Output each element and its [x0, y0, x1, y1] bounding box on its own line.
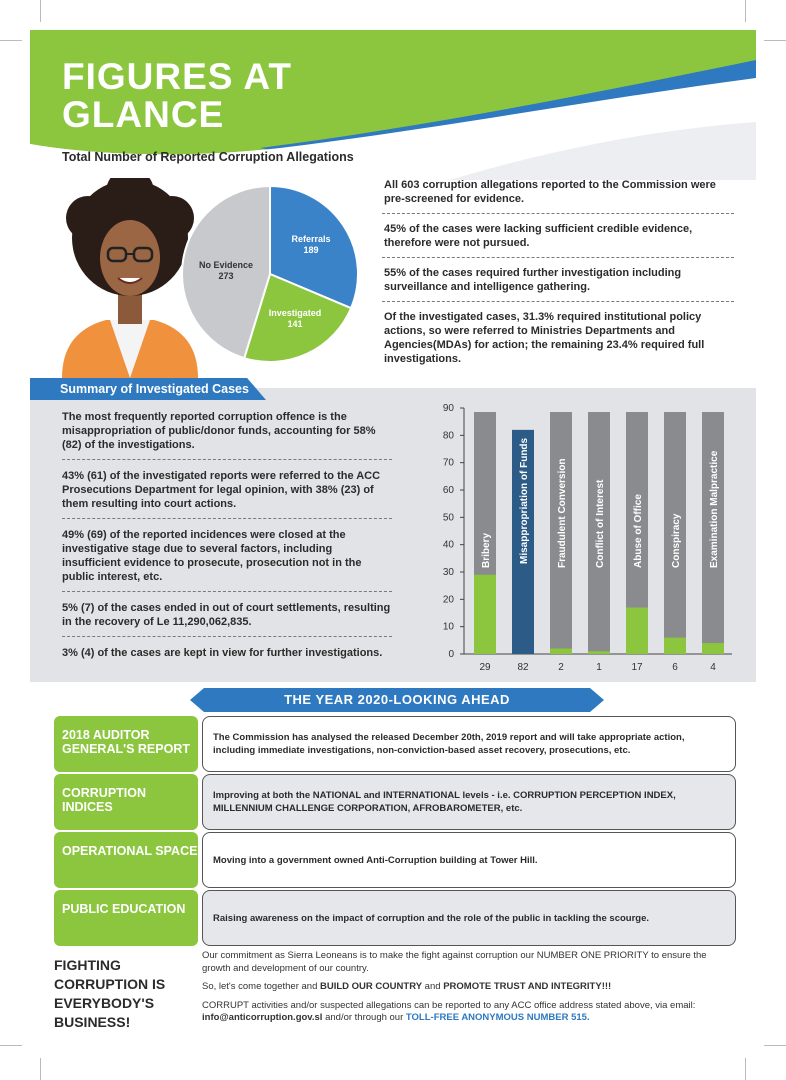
looking-ahead-title: THE YEAR 2020-LOOKING AHEAD — [284, 692, 510, 707]
ahead-row-text: Moving into a government owned Anti-Corr… — [202, 832, 736, 888]
footer-text: Our commitment as Sierra Leoneans is to … — [202, 950, 732, 1031]
value-label: 4 — [710, 662, 716, 673]
fact-item: Of the investigated cases, 31.3% require… — [384, 311, 705, 365]
ahead-row-text: The Commission has analysed the released… — [202, 716, 736, 772]
bar — [550, 648, 572, 654]
y-tick-label: 40 — [443, 540, 455, 551]
y-tick-label: 60 — [443, 485, 455, 496]
summary-section-title: Summary of Investigated Cases — [30, 378, 266, 400]
value-label: 17 — [631, 662, 643, 673]
bar-background — [664, 412, 686, 654]
ahead-row: CORRUPTION INDICES Improving at both the… — [54, 774, 736, 830]
bar-background — [702, 412, 724, 654]
fact-item: 55% of the cases required further invest… — [382, 266, 734, 302]
report-email-link[interactable]: info@anticorruption.gov.sl — [202, 1012, 323, 1023]
ahead-row-label: PUBLIC EDUCATION — [54, 890, 198, 946]
category-label: Conspiracy — [671, 513, 682, 568]
slogan: FIGHTING CORRUPTION IS EVERYBODY'S BUSIN… — [54, 957, 166, 1030]
allegation-facts: All 603 corruption allegations reported … — [382, 178, 734, 381]
value-label: 1 — [596, 662, 602, 673]
bar-background — [550, 412, 572, 654]
allegations-pie-chart: Referrals 189 Investigated 141 No Evidence… — [178, 182, 362, 366]
bar — [702, 643, 724, 654]
footer-reporting-info: CORRUPT activities and/or suspected alle… — [202, 999, 696, 1024]
y-tick-label: 30 — [443, 567, 455, 578]
ahead-row-label: 2018 AUDITOR GENERAL'S REPORT — [54, 716, 198, 772]
ahead-row: OPERATIONAL SPACE Moving into a governme… — [54, 832, 736, 888]
toll-free-number: TOLL-FREE ANONYMOUS NUMBER 515. — [405, 1012, 590, 1023]
summary-item: The most frequently reported corruption … — [62, 410, 392, 460]
ahead-row-label: OPERATIONAL SPACE — [54, 832, 198, 888]
y-tick-label: 90 — [443, 403, 455, 414]
pie-slice-no-evidence — [181, 184, 271, 360]
pie-slice-investigated — [243, 272, 353, 363]
category-label: Bribery — [481, 533, 492, 568]
y-tick-label: 80 — [443, 430, 455, 441]
summary-item: 5% (7) of the cases ended in out of cour… — [62, 601, 392, 637]
value-label: 29 — [479, 662, 491, 673]
bar — [664, 637, 686, 654]
pie-section-label: Total Number of Reported Corruption Alle… — [62, 150, 354, 164]
pie-label-investigated: Investigated 141 — [268, 308, 322, 329]
category-label: Examination Malpractice — [709, 450, 720, 568]
category-label: Misappropriation of Funds — [519, 437, 530, 564]
summary-item: 49% (69) of the reported incidences were… — [62, 528, 392, 592]
pie-slice-referrals — [269, 184, 359, 310]
pie-label-no-evidence: No Evidence 273 — [198, 260, 254, 281]
summary-item: 43% (61) of the investigated reports wer… — [62, 469, 392, 519]
looking-ahead-banner — [190, 688, 604, 712]
y-tick-label: 0 — [448, 649, 454, 660]
investigated-cases-bar-chart: 0 10 20 30 40 50 60 70 80 90 Bribery 29 Misappropria… — [410, 400, 740, 680]
header-banner: FIGURES AT GLANCE — [30, 30, 756, 180]
ahead-row-text: Raising awareness on the impact of corru… — [202, 890, 736, 946]
fact-item: All 603 corruption allegations reported … — [382, 178, 734, 214]
y-tick-label: 50 — [443, 512, 455, 523]
page-title: FIGURES AT GLANCE — [62, 56, 292, 135]
category-label: Fraudulent Conversion — [557, 459, 568, 568]
footer-commitment: Our commitment as Sierra Leoneans is to … — [202, 950, 707, 974]
y-tick-label: 20 — [443, 594, 455, 605]
ahead-row: 2018 AUDITOR GENERAL'S REPORT The Commis… — [54, 716, 736, 772]
bar — [588, 651, 610, 654]
bar — [474, 574, 496, 654]
bar-background — [588, 412, 610, 654]
fact-item: 45% of the cases were lacking sufficient… — [382, 222, 734, 258]
ahead-row-text: Improving at both the NATIONAL and INTER… — [202, 774, 736, 830]
summary-item: 3% (4) of the cases are kept in view for… — [62, 647, 383, 659]
summary-list: The most frequently reported corruption … — [62, 410, 392, 676]
value-label: 6 — [672, 662, 678, 673]
ahead-row: PUBLIC EDUCATION Raising awareness on th… — [54, 890, 736, 946]
infographic-page: FIGURES AT GLANCE Total Number of Report… — [30, 30, 756, 1050]
bar — [626, 607, 648, 654]
ahead-row-label: CORRUPTION INDICES — [54, 774, 198, 830]
y-tick-label: 10 — [443, 622, 455, 633]
value-label: 2 — [558, 662, 564, 673]
footer-call-to-action: So, let's come together and BUILD OUR CO… — [202, 981, 612, 992]
bar — [512, 429, 534, 654]
woman-illustration — [62, 178, 198, 378]
category-label: Abuse of Office — [633, 494, 644, 568]
category-label: Conflict of Interest — [595, 479, 606, 568]
bar-background — [626, 412, 648, 654]
value-label: 82 — [517, 662, 529, 673]
y-tick-label: 70 — [443, 458, 455, 469]
pie-label-referrals: Referrals 189 — [291, 234, 331, 255]
